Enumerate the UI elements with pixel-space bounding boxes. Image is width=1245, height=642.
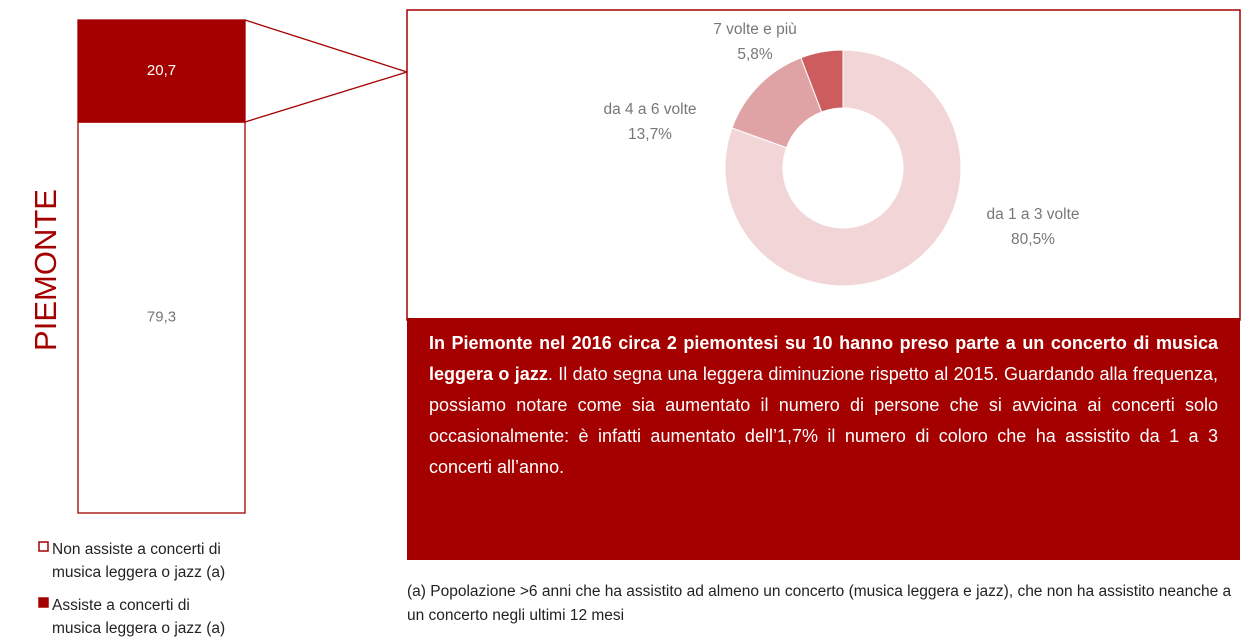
legend-marker: [38, 597, 49, 608]
slice-label: 7 volte e più: [713, 21, 797, 38]
callout: In Piemonte nel 2016 circa 2 piemontesi …: [407, 318, 1240, 560]
slice-label: da 1 a 3 volte: [986, 206, 1079, 223]
zoom-line: [244, 19, 408, 73]
bar-segment: [77, 19, 246, 123]
slice-label: da 4 a 6 volte: [603, 101, 696, 118]
category-label: PIEMONTE: [28, 189, 63, 351]
legend-label: Assiste a concerti di musica leggera o j…: [52, 597, 226, 637]
slice-value: 5,8%: [737, 46, 773, 63]
bar-segment: [77, 121, 246, 514]
slice-value: 13,7%: [628, 126, 672, 143]
callout-bold: In Piemonte nel 2016 circa 2 piemontesi …: [429, 333, 1218, 384]
legend-marker: [38, 541, 49, 552]
slice-value: 80,5%: [1011, 231, 1055, 248]
callout-text: . Il dato segna una leggera diminuzione …: [429, 364, 1218, 477]
data-label: 20,7: [147, 62, 176, 79]
zoom-line: [244, 71, 408, 123]
legend-label: Non assiste a concerti di musica leggera…: [52, 541, 226, 581]
data-label: 79,3: [147, 308, 176, 325]
footnote: (a) Popolazione >6 anni che ha assistito…: [407, 583, 1232, 624]
pie-slice: [724, 49, 962, 287]
pie-slice: [800, 49, 844, 113]
